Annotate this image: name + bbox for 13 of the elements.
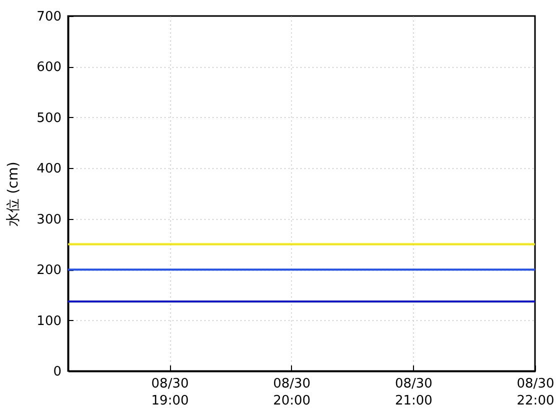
y-axis-title: 水位 (cm) <box>6 162 22 226</box>
y-tick-label: 500 <box>36 110 62 126</box>
y-tick-label: 600 <box>36 60 62 76</box>
x-tick-label: 08/30 20:00 <box>273 376 311 408</box>
y-tick-label: 400 <box>36 162 62 177</box>
x-tick-label: 08/30 22:00 <box>516 376 554 408</box>
y-tick-label: 700 <box>36 10 62 24</box>
y-tick-label: 0 <box>53 364 62 380</box>
y-tick-label: 300 <box>36 212 62 228</box>
x-tick-label: 08/30 21:00 <box>394 376 432 408</box>
y-tick-label: 200 <box>36 263 62 278</box>
y-tick-label: 100 <box>36 314 62 329</box>
x-tick-label: 08/30 19:00 <box>151 376 189 408</box>
